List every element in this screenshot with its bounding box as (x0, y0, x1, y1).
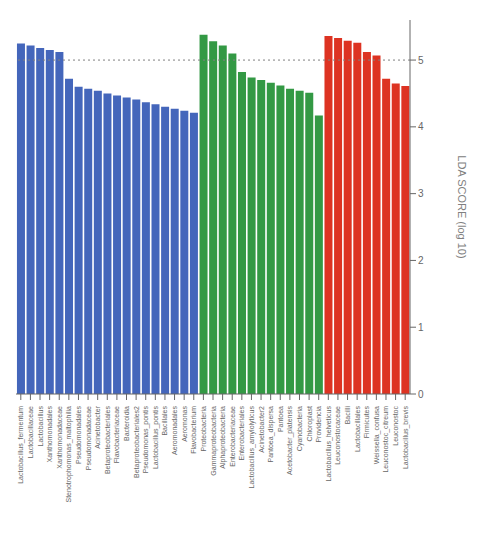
svg-text:Bacilli: Bacilli (344, 406, 351, 425)
svg-text:Pseudomonas_pontis: Pseudomonas_pontis (142, 406, 150, 474)
svg-text:Enterobacteriaceae: Enterobacteriaceae (229, 406, 236, 467)
svg-text:Aeromonadales: Aeromonadales (171, 406, 178, 456)
svg-text:Pantoea_dispersa: Pantoea_dispersa (267, 406, 275, 463)
svg-text:Acinetobacter: Acinetobacter (94, 405, 101, 448)
svg-text:Acinetobacter2: Acinetobacter2 (258, 406, 265, 453)
svg-text:Lactobacillales: Lactobacillales (354, 406, 361, 452)
svg-text:Bacteroidia: Bacteroidia (123, 406, 130, 441)
svg-text:Cyanobacteria: Cyanobacteria (296, 406, 304, 451)
svg-text:Enterobacteriales: Enterobacteriales (238, 406, 245, 461)
svg-text:Gammaproteobacteria: Gammaproteobacteria (210, 406, 218, 476)
svg-text:Firmicutes: Firmicutes (363, 406, 370, 439)
svg-text:Leuconostocaceae: Leuconostocaceae (334, 406, 341, 465)
svg-text:0: 0 (418, 389, 424, 400)
svg-text:Lactobacillus: Lactobacillus (37, 406, 44, 447)
svg-text:Betaproteobacteriales: Betaproteobacteriales (104, 406, 112, 475)
svg-text:Flavobacteriaceae: Flavobacteriaceae (113, 406, 120, 463)
svg-text:1: 1 (418, 322, 424, 333)
svg-text:Aeromonas: Aeromonas (181, 406, 188, 442)
svg-text:2: 2 (418, 255, 424, 266)
svg-text:Bacillales: Bacillales (161, 406, 168, 436)
svg-text:Pantoea: Pantoea (277, 406, 284, 432)
svg-text:Lactobacillus_brevis: Lactobacillus_brevis (402, 406, 410, 470)
svg-text:Alphaproteobacteria: Alphaproteobacteria (219, 406, 227, 469)
svg-text:Flavobacterium: Flavobacterium (190, 406, 197, 454)
svg-text:3: 3 (418, 188, 424, 199)
svg-text:Proteobacteria: Proteobacteria (200, 406, 207, 452)
svg-text:Lactobacillus_pontis: Lactobacillus_pontis (152, 406, 160, 470)
svg-text:Lactobacillaceae: Lactobacillaceae (27, 406, 34, 458)
svg-text:Chloroplast: Chloroplast (306, 406, 314, 441)
svg-text:Xanthomonadaceae: Xanthomonadaceae (56, 406, 63, 469)
svg-text:Leuconostoc: Leuconostoc (392, 406, 399, 446)
svg-text:Pseudomonadales: Pseudomonadales (75, 406, 82, 464)
svg-text:Pseudomonadaceae: Pseudomonadaceae (85, 406, 92, 470)
svg-text:Acetobacter_platensis: Acetobacter_platensis (286, 406, 294, 475)
svg-text:Leuconostoc_citreum: Leuconostoc_citreum (382, 406, 390, 473)
svg-text:Providencia: Providencia (315, 406, 322, 443)
svg-text:Stenotrophomonas_maltophilia: Stenotrophomonas_maltophilia (65, 406, 73, 503)
svg-text:Betaproteobacteriales2: Betaproteobacteriales2 (133, 406, 141, 478)
svg-text:Lactobacillus_fermentum: Lactobacillus_fermentum (17, 406, 25, 484)
svg-text:5: 5 (418, 55, 424, 66)
svg-text:LDA SCORE (log 10): LDA SCORE (log 10) (456, 155, 468, 258)
svg-text:Lactobacillus_amylolyticus: Lactobacillus_amylolyticus (248, 406, 256, 489)
svg-text:Xanthomonadales: Xanthomonadales (46, 406, 53, 463)
svg-text:4: 4 (418, 121, 424, 132)
svg-text:Lactobacillus_helveticus: Lactobacillus_helveticus (325, 406, 333, 482)
svg-text:Weissella_confusa: Weissella_confusa (373, 406, 381, 464)
